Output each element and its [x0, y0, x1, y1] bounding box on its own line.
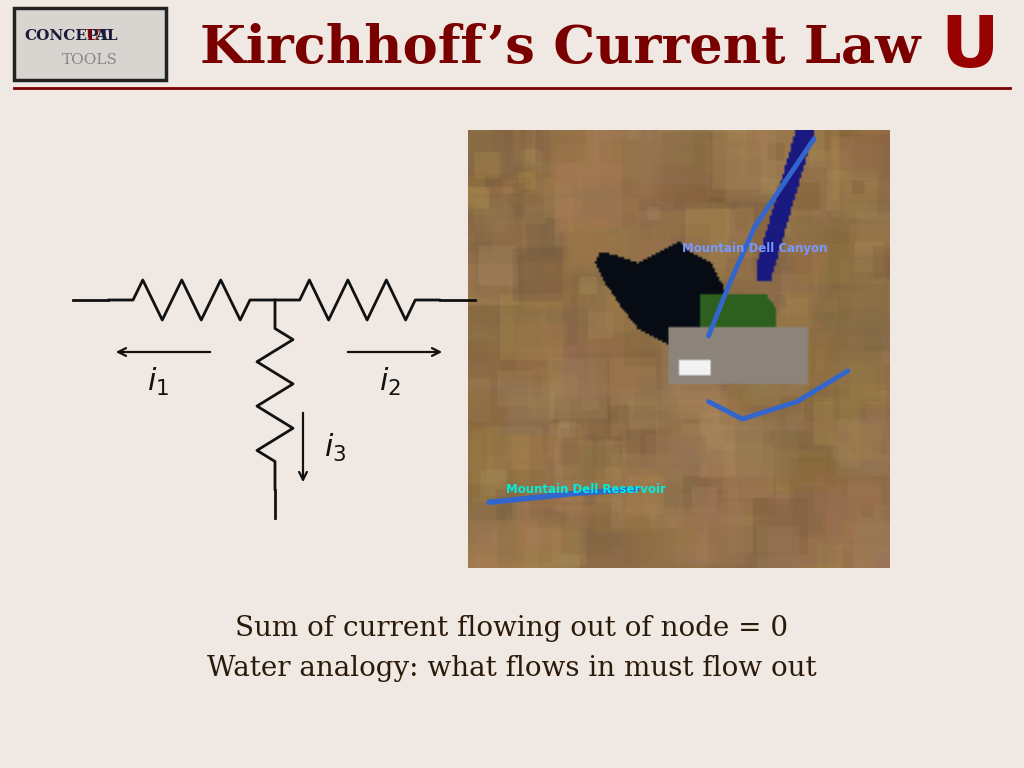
Text: U: U — [86, 29, 99, 43]
FancyBboxPatch shape — [14, 8, 166, 80]
Text: CONCEPT: CONCEPT — [24, 29, 110, 43]
Text: TOOLS: TOOLS — [62, 53, 118, 67]
Text: Sum of current flowing out of node = 0: Sum of current flowing out of node = 0 — [236, 614, 788, 641]
Text: Water analogy: what flows in must flow out: Water analogy: what flows in must flow o… — [207, 654, 817, 681]
Text: Mountain Dell Canyon: Mountain Dell Canyon — [682, 242, 827, 255]
Text: $i_2$: $i_2$ — [379, 366, 401, 398]
Text: Mountain Dell Reservoir: Mountain Dell Reservoir — [506, 482, 666, 495]
Text: $i_1$: $i_1$ — [147, 366, 169, 398]
Text: AL: AL — [95, 29, 118, 43]
Text: $i_3$: $i_3$ — [324, 432, 346, 464]
Text: U: U — [941, 12, 999, 81]
Text: Kirchhoff’s Current Law: Kirchhoff’s Current Law — [200, 22, 921, 74]
